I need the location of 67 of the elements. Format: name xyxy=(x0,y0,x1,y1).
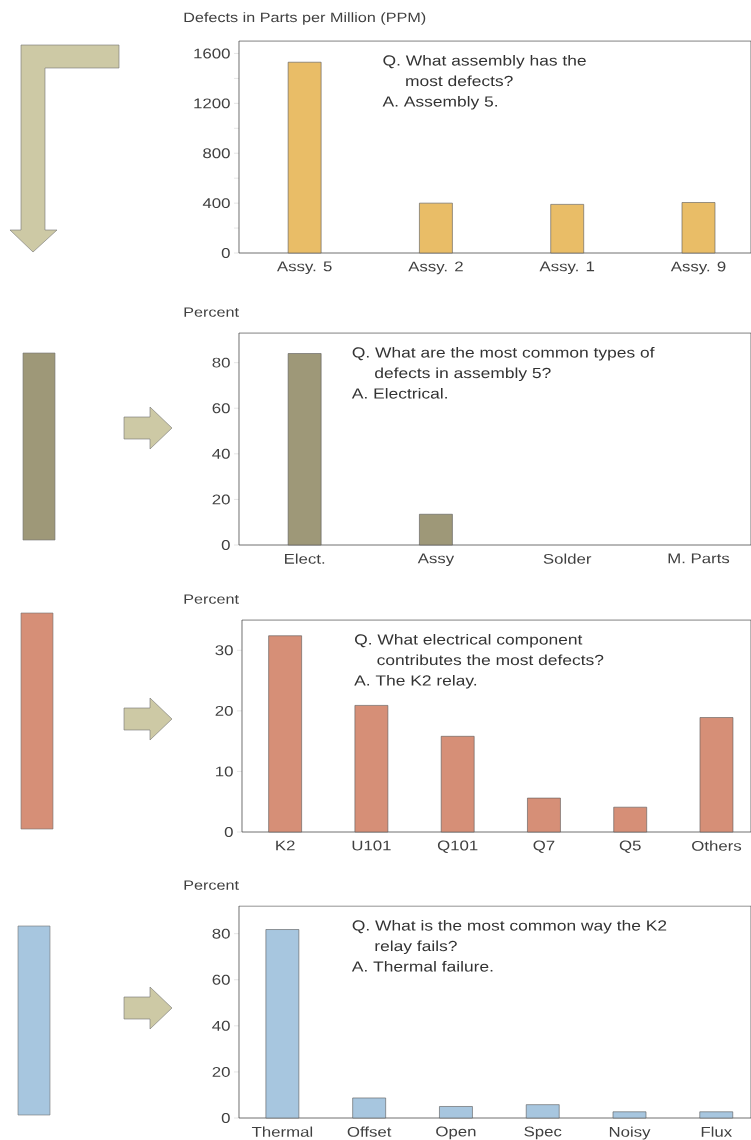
x-tick-label: Open xyxy=(436,1126,476,1140)
y-axis-title: Defects in Parts per Million (PPM) xyxy=(184,12,426,25)
bar xyxy=(612,1111,647,1119)
y-tick-label: 0 xyxy=(221,1113,230,1123)
y-tick-label: 800 xyxy=(203,148,230,159)
y-axis-title: Percent xyxy=(184,307,239,317)
x-tick-label: Offset xyxy=(347,1126,392,1137)
y-tick-label: 80 xyxy=(212,357,230,368)
bar xyxy=(699,717,734,833)
y-tick-label: 20 xyxy=(212,1066,230,1077)
y-tick-label: 40 xyxy=(212,448,230,459)
x-tick-label: Solder xyxy=(543,553,592,564)
x-tick-label: Elect. xyxy=(285,553,325,564)
x-tick-label: U101 xyxy=(352,840,391,851)
x-tick-label: Assy. 1 xyxy=(539,261,595,275)
annotation: A. Thermal failure. xyxy=(351,961,493,972)
y-tick-label: 1200 xyxy=(194,98,230,109)
y-tick-label: 0 xyxy=(221,540,230,550)
annotation: Q. What assembly has the most defects? xyxy=(383,54,586,87)
x-tick-label: M. Parts xyxy=(668,553,730,564)
annotation: Q. What are the most common types of defects in assembly 5? xyxy=(352,346,655,382)
x-tick-label: Q101 xyxy=(437,840,478,853)
x-tick-label: Others xyxy=(692,840,742,851)
bar xyxy=(613,806,648,833)
bar xyxy=(550,204,584,254)
x-tick-label: Assy. 9 xyxy=(670,261,726,275)
y-tick-label: 1600 xyxy=(194,48,230,59)
bar xyxy=(681,202,716,254)
x-tick-label: Thermal xyxy=(251,1126,313,1137)
x-tick-label: K2 xyxy=(276,840,295,851)
bar xyxy=(354,705,389,833)
bar xyxy=(440,736,475,833)
bar xyxy=(352,1097,386,1119)
annotation: Q. What electrical component contributes the most defects? xyxy=(355,633,604,666)
bar xyxy=(527,797,561,833)
bar xyxy=(419,202,453,254)
bar xyxy=(265,929,300,1119)
y-tick-label: 10 xyxy=(216,766,233,777)
y-tick-label: 0 xyxy=(224,827,233,837)
x-tick-label: Assy xyxy=(417,553,455,567)
x-tick-label: Assy. 2 xyxy=(408,261,463,275)
y-tick-label: 60 xyxy=(212,974,230,985)
y-tick-label: 20 xyxy=(215,705,233,716)
annotation: A. Assembly 5. xyxy=(382,95,497,110)
x-tick-label: Assy. 5 xyxy=(276,261,332,275)
x-tick-label: Flux xyxy=(701,1126,732,1137)
bar xyxy=(287,61,322,254)
y-tick-label: 30 xyxy=(215,645,233,656)
annotation: A. The K2 relay. xyxy=(354,674,477,689)
y-axis-title: Percent xyxy=(184,594,239,604)
y-tick-label: 60 xyxy=(212,403,230,414)
x-tick-label: Noisy xyxy=(609,1126,651,1140)
y-tick-label: 40 xyxy=(212,1020,230,1031)
bar xyxy=(268,635,302,833)
x-tick-label: Spec xyxy=(524,1126,562,1140)
y-tick-label: 80 xyxy=(212,928,230,939)
annotation: A. Electrical. xyxy=(351,387,447,399)
y-tick-label: 400 xyxy=(202,198,230,209)
x-tick-label: Q7 xyxy=(533,840,555,853)
bar xyxy=(525,1104,560,1119)
bar xyxy=(439,1106,473,1119)
y-tick-label: 0 xyxy=(221,248,230,258)
y-axis-title: Percent xyxy=(184,880,239,890)
x-tick-label: Q5 xyxy=(619,840,641,853)
y-tick-label: 20 xyxy=(212,494,230,505)
bar xyxy=(699,1111,734,1119)
annotation: Q. What is the most common way the K2 relay fails? xyxy=(352,920,667,955)
